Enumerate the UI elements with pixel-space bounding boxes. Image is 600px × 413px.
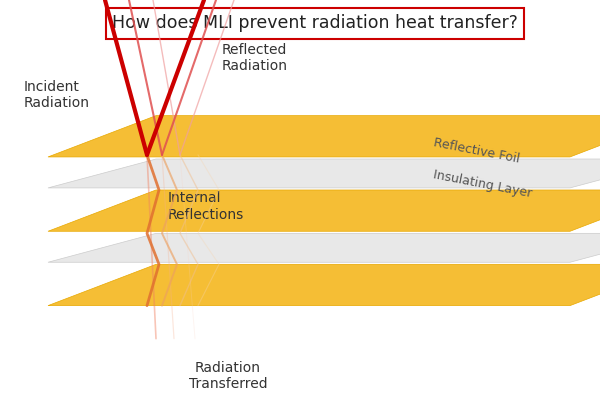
Polygon shape	[48, 116, 600, 157]
Text: Reflected
Radiation: Reflected Radiation	[222, 43, 288, 73]
Text: Incident
Radiation: Incident Radiation	[24, 80, 90, 110]
Polygon shape	[48, 233, 600, 262]
Text: Radiation
Transferred: Radiation Transferred	[188, 361, 268, 391]
Polygon shape	[48, 190, 600, 231]
Polygon shape	[48, 264, 600, 306]
Polygon shape	[48, 159, 600, 188]
Text: Insulating Layer: Insulating Layer	[432, 168, 533, 200]
Text: How does MLI prevent radiation heat transfer?: How does MLI prevent radiation heat tran…	[112, 14, 518, 33]
Text: Internal
Reflections: Internal Reflections	[168, 191, 244, 222]
Text: Reflective Foil: Reflective Foil	[432, 136, 520, 166]
